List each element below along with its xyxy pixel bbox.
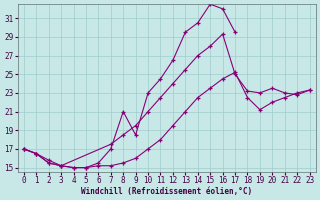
X-axis label: Windchill (Refroidissement éolien,°C): Windchill (Refroidissement éolien,°C) [81,187,252,196]
